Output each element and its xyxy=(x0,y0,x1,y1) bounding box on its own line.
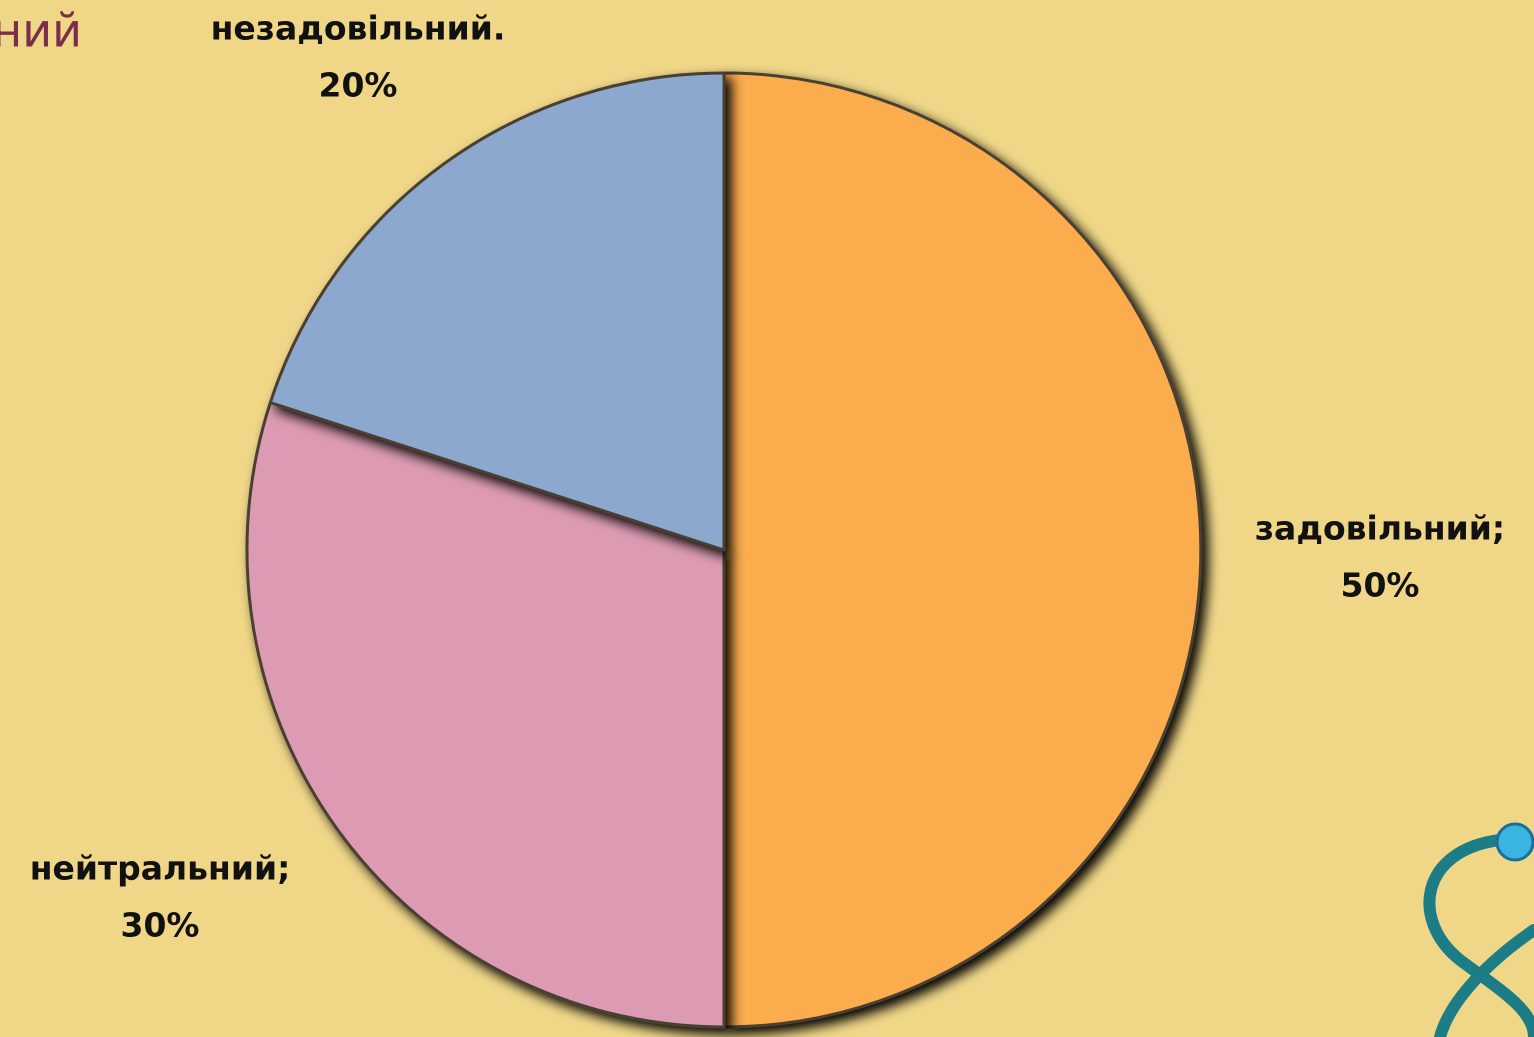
logo-orbit xyxy=(1434,924,1534,1037)
slice-value-label: 20% xyxy=(319,66,398,105)
slice-value-label: 30% xyxy=(121,906,200,945)
chart-title: ний xyxy=(0,4,82,58)
slice-label: нейтральний; xyxy=(30,849,291,888)
logo-orbit xyxy=(1423,834,1534,1037)
slice-value-label: 50% xyxy=(1341,566,1420,605)
pie-slice xyxy=(268,71,726,552)
pie-slice xyxy=(722,71,1203,1029)
logo xyxy=(1423,822,1534,1037)
slice-label: задовільний; xyxy=(1255,509,1505,548)
pie-slice xyxy=(245,401,726,1029)
logo-dot xyxy=(1495,822,1534,862)
pie xyxy=(245,71,1203,1029)
slice-label: незадовільний. xyxy=(211,9,506,48)
